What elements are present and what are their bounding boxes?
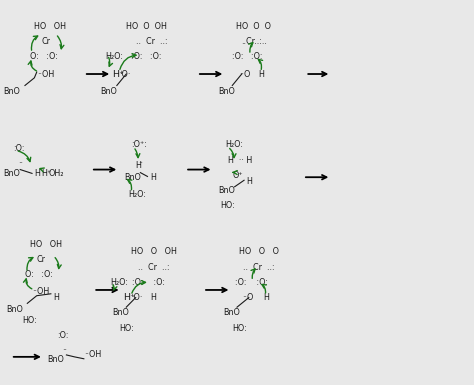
- Text: O:   :O:: O: :O:: [30, 52, 57, 61]
- Text: BnO: BnO: [3, 169, 20, 178]
- Text: BnO: BnO: [124, 173, 141, 182]
- Text: H: H: [150, 293, 155, 302]
- Text: HO   O   OH: HO O OH: [131, 247, 177, 256]
- Text: H: H: [263, 293, 269, 302]
- Text: ·O·: ·O·: [119, 70, 130, 79]
- Text: H⁺: H⁺: [112, 70, 124, 79]
- Text: H₂O:: H₂O:: [105, 52, 123, 61]
- Text: H₂O:: H₂O:: [128, 190, 146, 199]
- Text: ··OH: ··OH: [84, 350, 101, 360]
- Text: H: H: [258, 70, 264, 79]
- Text: BnO: BnO: [100, 87, 117, 96]
- Text: :O:   :O:: :O: :O:: [232, 52, 263, 61]
- Text: ..Cr..:..: ..Cr..:..: [241, 37, 267, 46]
- Text: HO:: HO:: [23, 316, 37, 325]
- Text: ··OH: ··OH: [36, 70, 54, 79]
- Text: Cr: Cr: [41, 37, 50, 46]
- Text: BnO: BnO: [218, 186, 235, 195]
- Text: :O:    :O:: :O: :O:: [235, 278, 268, 287]
- Text: HO  O  O: HO O O: [236, 22, 271, 31]
- Text: HO  O  OH: HO O OH: [126, 22, 167, 31]
- Text: ·O·: ·O·: [131, 293, 142, 302]
- Text: :O:: :O:: [13, 144, 25, 153]
- Text: H: H: [35, 169, 40, 178]
- Text: H: H: [136, 161, 142, 170]
- Text: BnO: BnO: [6, 305, 23, 313]
- Text: BnO: BnO: [218, 87, 235, 96]
- Text: HO:: HO:: [220, 201, 235, 210]
- Text: ..  Cr  ..:: .. Cr ..:: [138, 263, 170, 271]
- Text: HO:: HO:: [119, 324, 134, 333]
- Text: H⁺: H⁺: [41, 169, 52, 178]
- Text: H  ·· H: H ·· H: [228, 156, 252, 164]
- Text: ··OH: ··OH: [32, 287, 49, 296]
- Text: ..  Cr  ..:: .. Cr ..:: [243, 263, 275, 271]
- Text: HO:: HO:: [232, 324, 247, 333]
- Text: HO   O   O: HO O O: [239, 247, 279, 256]
- Text: BnO: BnO: [4, 87, 21, 96]
- Text: ··: ··: [62, 346, 67, 356]
- Text: :O⁺:: :O⁺:: [131, 140, 147, 149]
- Text: H₂O:: H₂O:: [225, 140, 243, 149]
- Text: HO   OH: HO OH: [30, 239, 62, 249]
- Text: ..  Cr  ..:: .. Cr ..:: [136, 37, 167, 46]
- Text: BnO: BnO: [112, 308, 129, 317]
- Text: OH₂: OH₂: [48, 169, 64, 178]
- Text: H⁺: H⁺: [123, 293, 135, 302]
- Text: :O:: :O:: [57, 331, 69, 340]
- Text: Cr: Cr: [36, 255, 46, 264]
- Text: H₂O:: H₂O:: [110, 278, 128, 287]
- Text: ··: ··: [18, 159, 23, 168]
- Text: BnO: BnO: [223, 308, 240, 317]
- Text: :O:    :O:: :O: :O:: [132, 278, 165, 287]
- Text: HO   OH: HO OH: [35, 22, 66, 31]
- Text: ..: ..: [138, 156, 143, 164]
- Text: H: H: [150, 173, 155, 182]
- Text: ··O: ··O: [242, 293, 253, 302]
- Text: O⁺: O⁺: [232, 171, 243, 180]
- Text: H: H: [53, 293, 59, 302]
- Text: :O:   :O:: :O: :O:: [131, 52, 162, 61]
- Text: ··O: ··O: [239, 70, 251, 79]
- Text: H: H: [246, 177, 252, 186]
- Text: BnO: BnO: [47, 355, 64, 365]
- Text: O:   :O:: O: :O:: [25, 270, 53, 279]
